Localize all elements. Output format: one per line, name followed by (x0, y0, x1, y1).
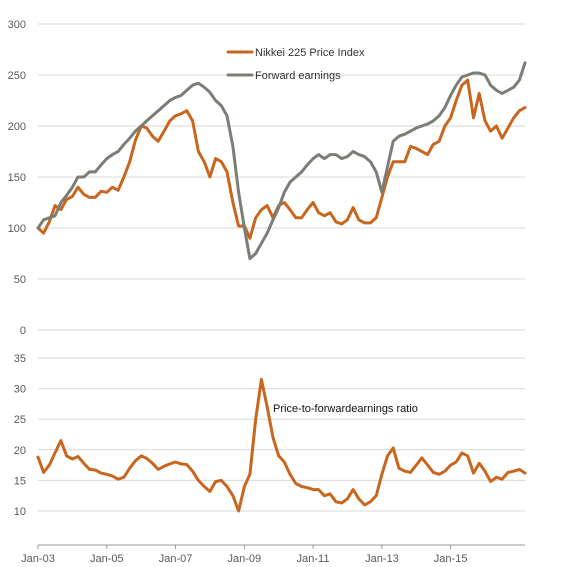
legend: Nikkei 225 Price Index Forward earnings (226, 47, 365, 82)
x-axis: Jan-03 Jan-05 Jan-07 Jan-09 Jan-11 Jan-13 Jan-… (21, 544, 525, 565)
bottom-y-tick-label: 10 (14, 506, 26, 518)
x-tick-label: Jan-03 (21, 553, 55, 565)
ratio-annotation: Price-to-forwardearnings ratio (273, 403, 418, 415)
bottom-chart-lines (36, 377, 527, 513)
bottom-y-tick-label: 35 (14, 353, 26, 365)
bottom-y-tick-label: 20 (14, 445, 26, 457)
bottom-y-tick-label: 15 (14, 475, 26, 487)
top-y-tick-label: 300 (8, 19, 26, 31)
bottom-chart-y-axis: 10 15 20 25 30 35 (14, 353, 26, 518)
top-series-line-1 (36, 61, 527, 261)
x-tick-label: Jan-05 (90, 553, 124, 565)
bottom-y-tick-label: 30 (14, 384, 26, 396)
x-tick-label: Jan-13 (365, 553, 399, 565)
top-y-tick-label: 100 (8, 223, 26, 235)
top-y-tick-label: 150 (8, 172, 26, 184)
bottom-chart-gridlines (38, 357, 525, 512)
top-chart-gridlines (38, 23, 525, 331)
top-y-tick-label: 0 (20, 325, 26, 337)
bottom-series-line-0 (36, 377, 527, 513)
top-y-tick-label: 50 (14, 274, 26, 286)
top-chart-y-axis: 0 50 100 150 200 250 300 (8, 19, 26, 337)
x-tick-label: Jan-15 (434, 553, 468, 565)
top-series-line-0 (36, 78, 527, 240)
x-tick-label: Jan-09 (228, 553, 262, 565)
legend-label: Forward earnings (255, 70, 341, 82)
legend-label: Nikkei 225 Price Index (255, 47, 365, 59)
top-y-tick-label: 200 (8, 121, 26, 133)
x-tick-label: Jan-11 (297, 553, 330, 565)
x-tick-label: Jan-07 (159, 553, 193, 565)
top-chart-lines (36, 61, 527, 261)
bottom-y-tick-label: 25 (14, 414, 26, 426)
top-y-tick-label: 250 (8, 70, 26, 82)
